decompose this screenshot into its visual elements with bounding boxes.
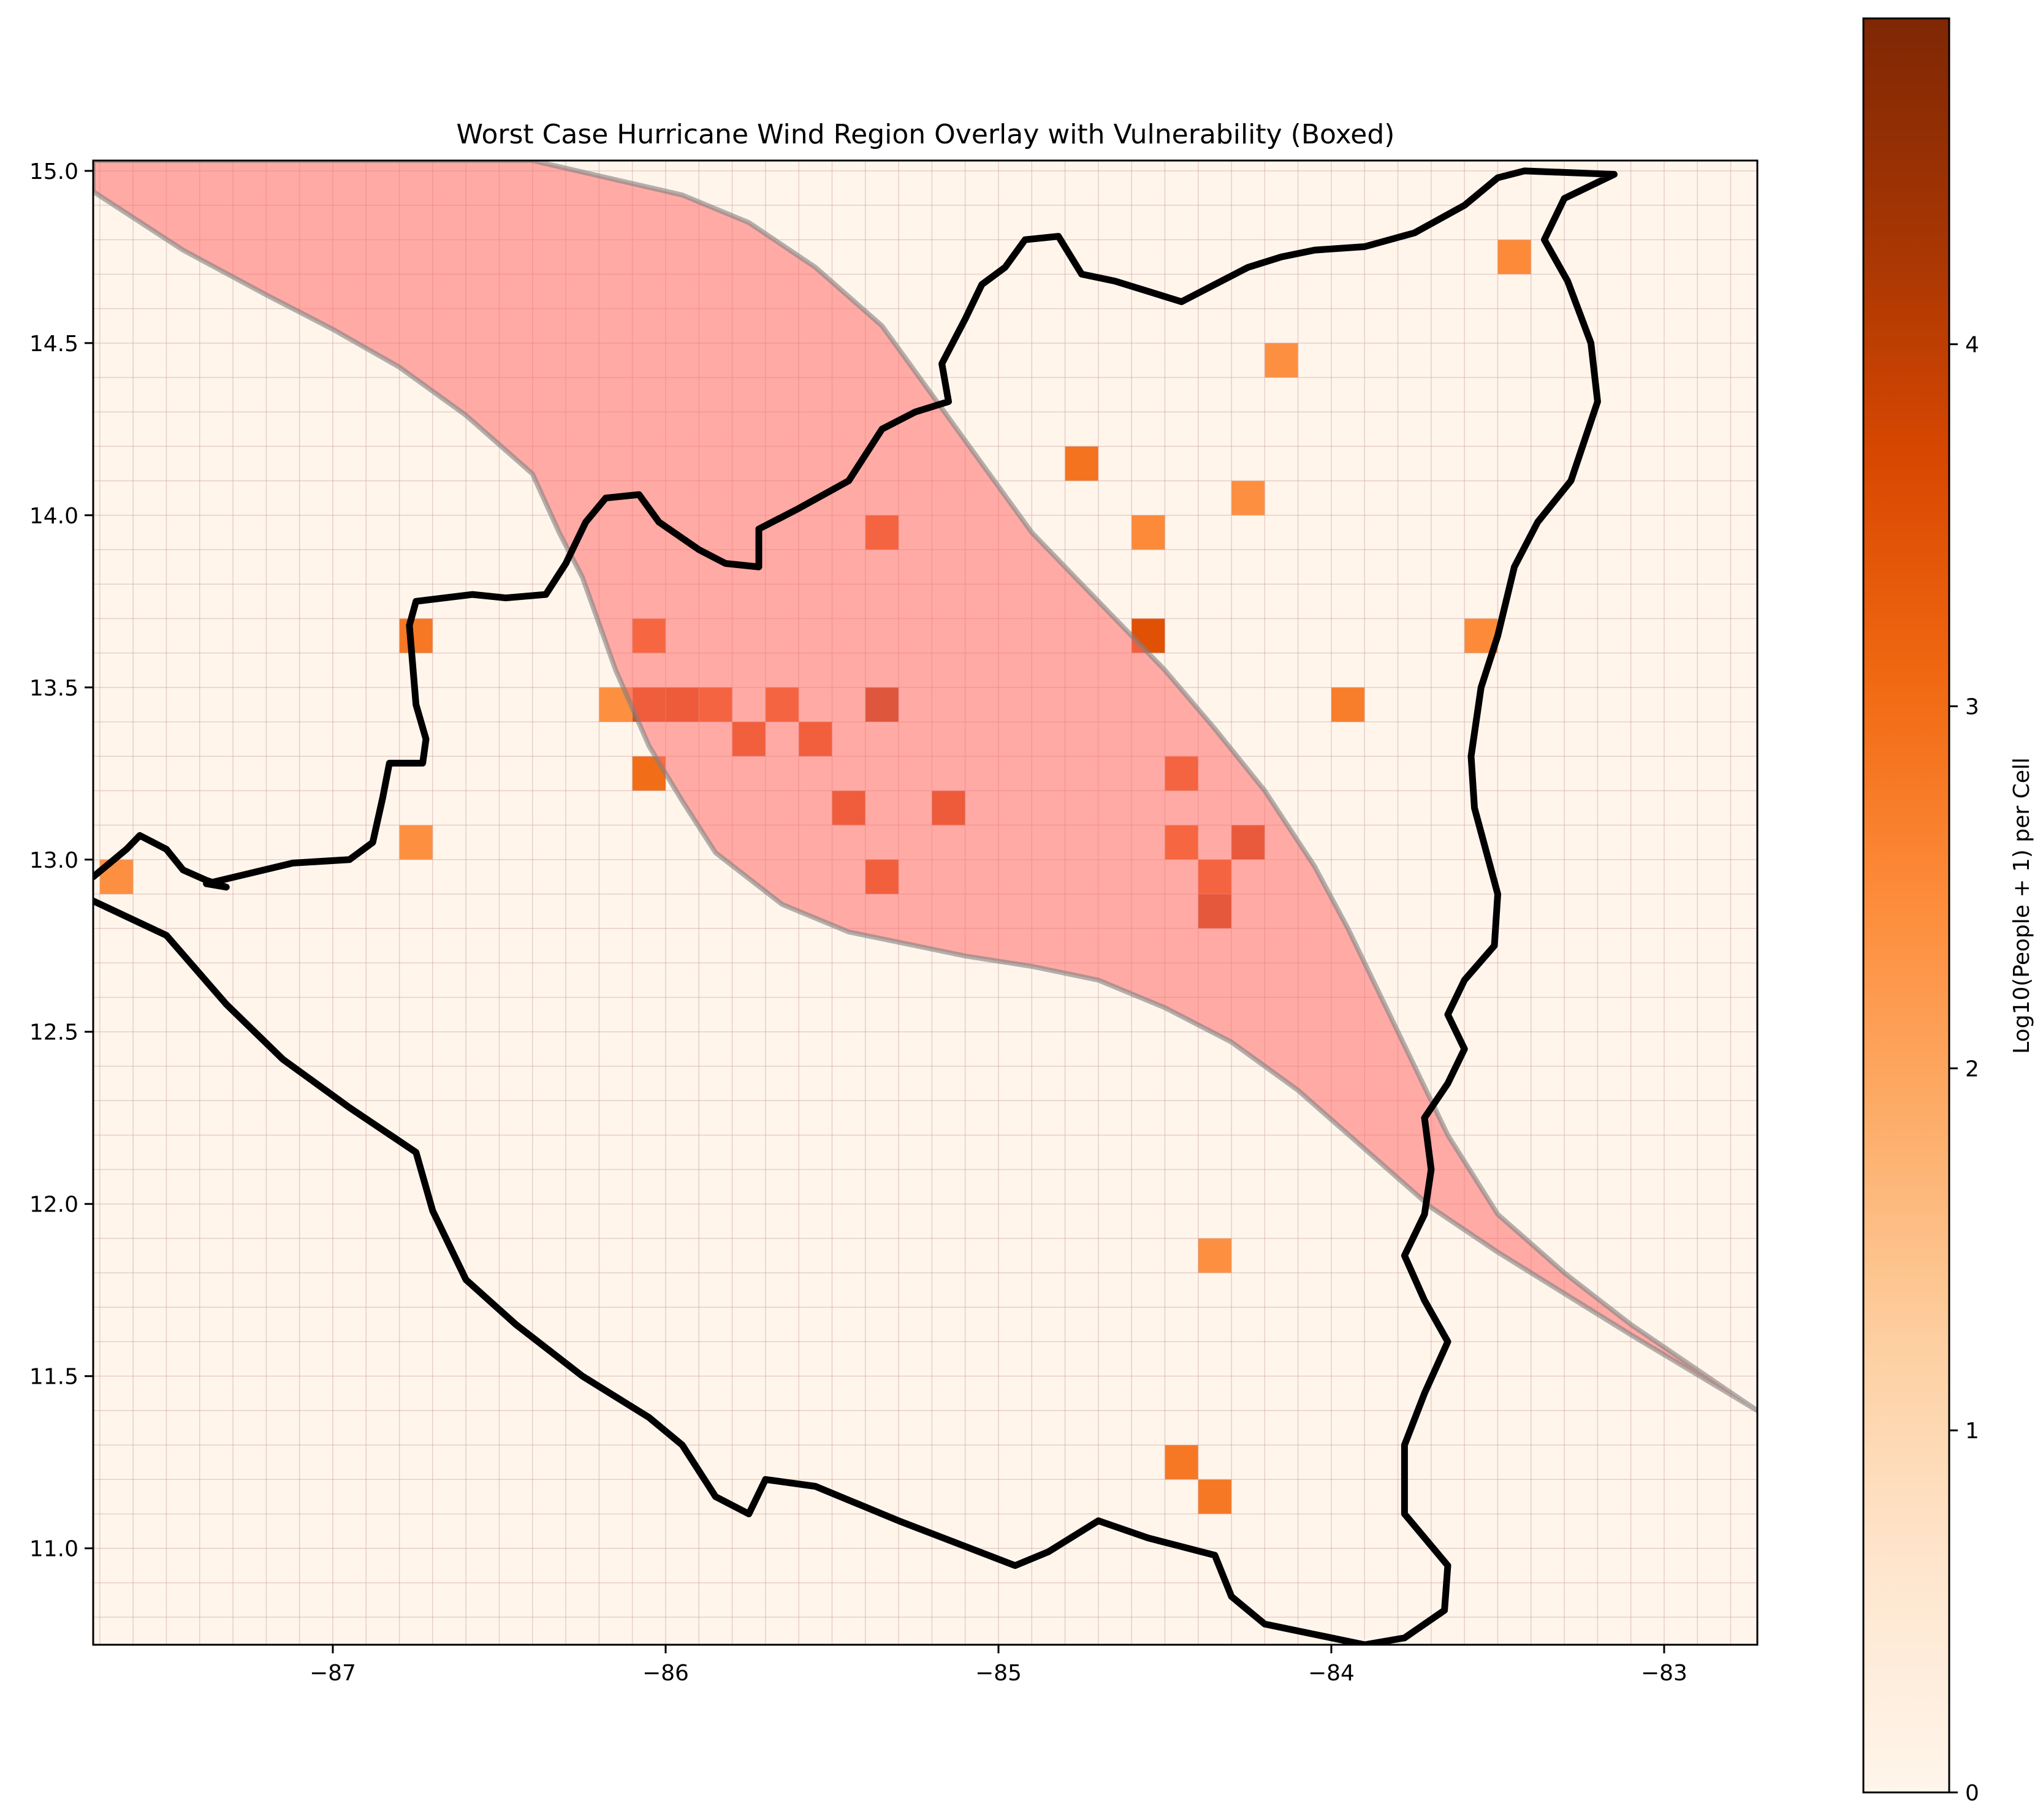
x-tick-label: −83 — [1641, 1661, 1687, 1686]
colorbar-ticks: 0 1 2 3 4 — [1949, 333, 1979, 1806]
map-area — [93, 161, 1757, 1645]
y-tick-label: 11.5 — [29, 1365, 78, 1390]
chart-title: Worst Case Hurricane Wind Region Overlay… — [457, 119, 1395, 150]
x-tick-label: −85 — [975, 1661, 1022, 1686]
colorbar-tick-label: 0 — [1965, 1781, 1979, 1806]
plot-frame — [92, 159, 1759, 1646]
country-outline — [93, 167, 1618, 1645]
y-tick-label: 13.0 — [29, 848, 78, 873]
vulnerability-cell — [399, 825, 433, 860]
colorbar-gradient — [1862, 17, 1950, 1794]
colorbar-tick-label: 2 — [1965, 1056, 1979, 1082]
vulnerability-cell — [1231, 480, 1265, 515]
y-axis: 11.0 11.5 12.0 12.5 13.0 13.5 14.0 14.5 15.0 — [29, 159, 93, 1562]
y-tick-label: 12.0 — [29, 1192, 78, 1218]
y-tick-label: 15.0 — [29, 159, 78, 184]
hurricane-wind-region — [93, 161, 1757, 1413]
y-tick-label: 14.5 — [29, 332, 78, 357]
vulnerability-cell — [1331, 687, 1365, 722]
vulnerability-cell — [1265, 343, 1298, 378]
vulnerability-cell — [1132, 515, 1165, 550]
x-tick-label: −84 — [1308, 1661, 1355, 1686]
vulnerability-cell — [1198, 1238, 1232, 1273]
x-axis: −87 −86 −85 −84 −83 — [310, 1645, 1687, 1686]
colorbar-label: Log10(People + 1) per Cell — [2009, 757, 2034, 1054]
colorbar-tick-label: 1 — [1965, 1419, 1979, 1444]
y-tick-label: 14.0 — [29, 504, 78, 529]
colorbar: 0 1 2 3 4 Log10(People + 1) per Cell — [1862, 17, 2034, 1806]
vulnerability-cell — [399, 618, 433, 653]
y-tick-label: 12.5 — [29, 1020, 78, 1045]
y-tick-label: 11.0 — [29, 1537, 78, 1562]
x-tick-label: −87 — [310, 1661, 356, 1686]
colorbar-tick-label: 4 — [1965, 333, 1979, 358]
vulnerability-cell — [1065, 446, 1098, 481]
vulnerability-cell — [1497, 240, 1531, 275]
x-tick-label: −86 — [642, 1661, 689, 1686]
y-tick-label: 13.5 — [29, 676, 78, 701]
vulnerability-cell — [1165, 1445, 1198, 1480]
vulnerability-cell — [1198, 1479, 1232, 1514]
colorbar-tick-label: 3 — [1965, 695, 1979, 720]
